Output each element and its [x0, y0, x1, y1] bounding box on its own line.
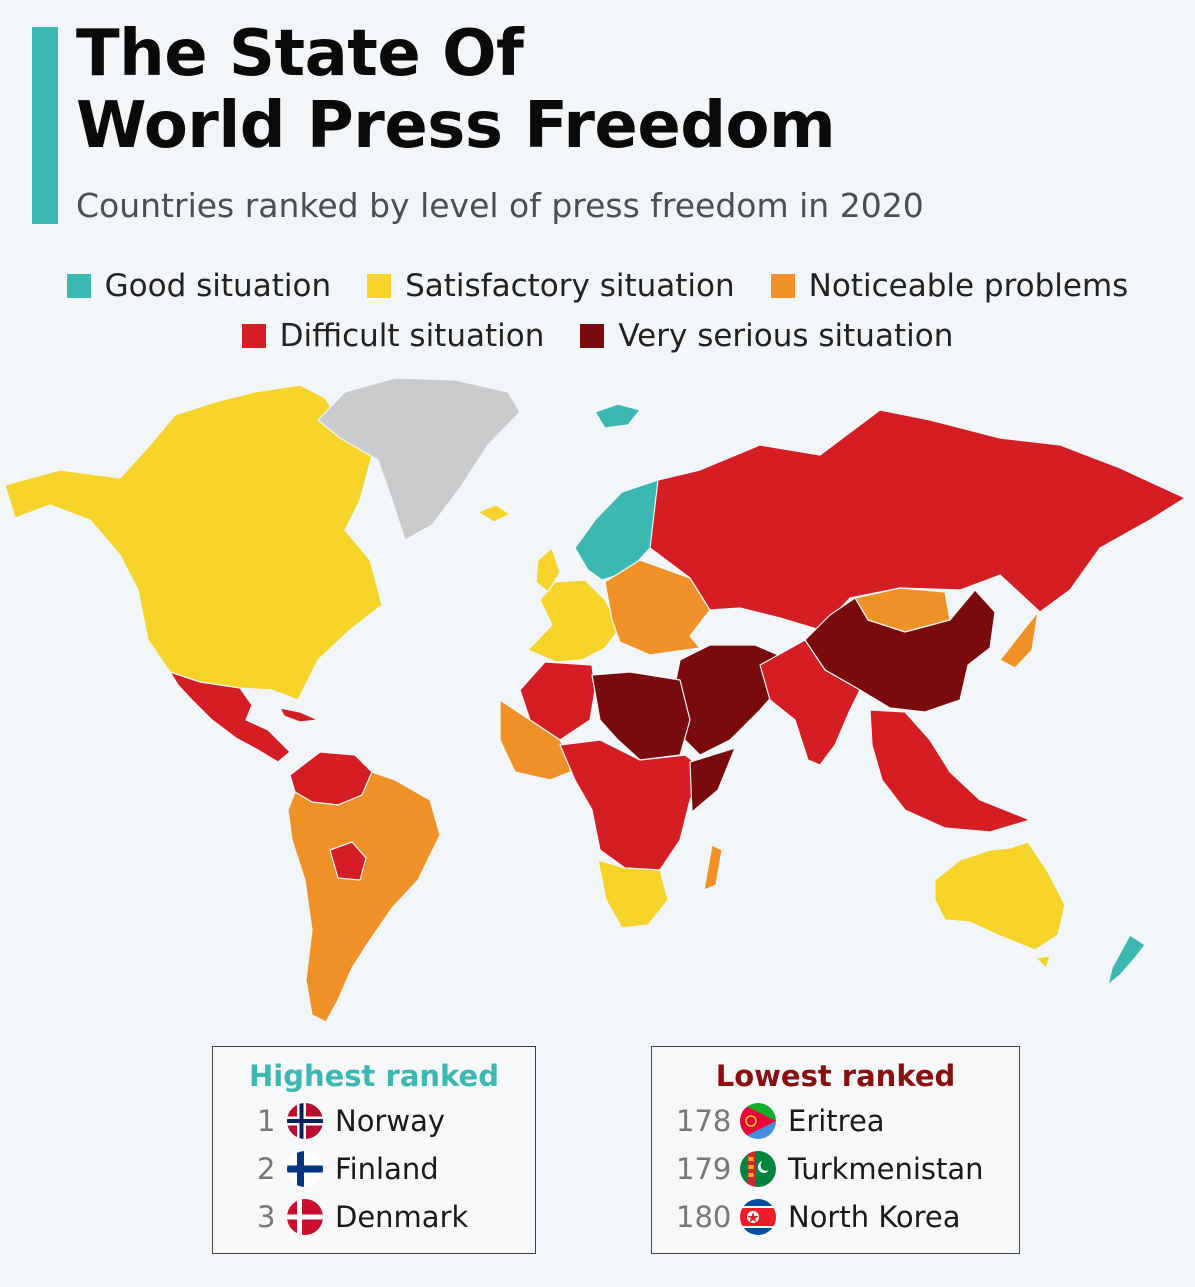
rank-number: 178: [676, 1104, 732, 1138]
region-mexico-central-america: [169, 671, 291, 763]
legend-label-good: Good situation: [104, 268, 332, 304]
region-svalbard: [594, 403, 641, 429]
title-line-2: World Press Freedom: [76, 89, 836, 163]
country-name: Eritrea: [788, 1104, 885, 1138]
rank-number: 179: [676, 1152, 732, 1186]
region-north-america: [4, 384, 383, 701]
region-madagascar: [703, 844, 723, 891]
legend-label-noticeable: Noticeable problems: [808, 268, 1129, 304]
list-item: 179 Turkmenistan: [652, 1145, 1019, 1193]
country-name: Denmark: [335, 1200, 469, 1234]
subtitle: Countries ranked by level of press freed…: [76, 186, 924, 225]
rank-number: 3: [257, 1200, 276, 1234]
legend-swatch-noticeable: [770, 274, 795, 298]
legend-item-good: Good situation: [66, 268, 332, 304]
rank-number: 180: [676, 1200, 732, 1234]
lowest-ranked-heading: Lowest ranked: [715, 1059, 956, 1093]
lowest-ranked-list: 178 Eritrea 179 Turkmenistan 180 North K…: [652, 1097, 1019, 1241]
denmark-flag-icon: [287, 1199, 323, 1235]
highest-ranked-heading: Highest ranked: [249, 1059, 499, 1093]
region-greenland: [317, 377, 521, 541]
highest-ranked-list: 1 Norway 2 Finland 3 Denmark: [213, 1097, 535, 1241]
legend-item-very-serious: Very serious situation: [580, 318, 953, 354]
list-item: 180 North Korea: [652, 1193, 1019, 1241]
region-iceland: [477, 504, 511, 523]
legend-swatch-very-serious: [580, 324, 605, 348]
legend-item-difficult: Difficult situation: [241, 318, 545, 354]
region-uk-ireland: [535, 547, 561, 593]
list-item: 2 Finland: [213, 1145, 535, 1193]
legend-label-difficult: Difficult situation: [279, 318, 545, 354]
region-west-africa: [499, 699, 576, 781]
legend-swatch-good: [66, 274, 91, 298]
rank-number: 1: [257, 1104, 276, 1138]
legend-item-noticeable: Noticeable problems: [770, 268, 1129, 304]
finland-flag-icon: [287, 1151, 323, 1187]
legend-swatch-satisfactory: [367, 274, 392, 298]
country-name: Norway: [335, 1104, 446, 1138]
list-item: 3 Denmark: [213, 1193, 535, 1241]
legend-label-satisfactory: Satisfactory situation: [405, 268, 735, 304]
eritrea-flag-icon: [740, 1103, 776, 1139]
page-title: The State Of World Press Freedom: [76, 17, 836, 163]
region-western-europe: [527, 579, 621, 663]
region-japan: [999, 611, 1039, 669]
legend-item-satisfactory: Satisfactory situation: [367, 268, 735, 304]
region-new-zealand: [1107, 934, 1146, 986]
turkmenistan-flag-icon: [740, 1151, 776, 1187]
accent-bar: [32, 27, 58, 224]
list-item: 178 Eritrea: [652, 1097, 1019, 1145]
region-south-america: [287, 771, 441, 1023]
region-somalia: [689, 747, 736, 813]
rank-number: 2: [257, 1152, 276, 1186]
legend-label-very-serious: Very serious situation: [618, 318, 954, 354]
region-caribbean: [279, 707, 319, 723]
country-name: Finland: [335, 1152, 439, 1186]
country-name: Turkmenistan: [788, 1152, 984, 1186]
region-tasmania: [1035, 955, 1051, 969]
legend-row-2: Difficult situation Very serious situati…: [0, 318, 1195, 354]
region-southeast-asia: [869, 709, 1031, 833]
region-south-asia: [759, 639, 861, 766]
lowest-ranked-box: Lowest ranked 178 Eritrea 179 Turkmenist…: [651, 1046, 1020, 1254]
region-china: [804, 589, 996, 713]
north-korea-flag-icon: [740, 1199, 776, 1235]
region-eastern-europe: [604, 559, 711, 656]
region-bolivia: [329, 841, 367, 881]
list-item: 1 Norway: [213, 1097, 535, 1145]
region-russia: [649, 409, 1186, 631]
country-name: North Korea: [788, 1200, 961, 1234]
norway-flag-icon: [287, 1103, 323, 1139]
legend-swatch-difficult: [241, 324, 266, 348]
highest-ranked-box: Highest ranked 1 Norway 2 Finland 3 Denm…: [212, 1046, 536, 1254]
region-central-africa: [559, 739, 706, 871]
world-map: [4, 377, 1186, 1023]
title-line-1: The State Of: [76, 17, 524, 91]
legend-row-1: Good situation Satisfactory situation No…: [0, 268, 1195, 304]
region-southern-africa: [597, 859, 669, 929]
region-australia: [934, 841, 1066, 951]
